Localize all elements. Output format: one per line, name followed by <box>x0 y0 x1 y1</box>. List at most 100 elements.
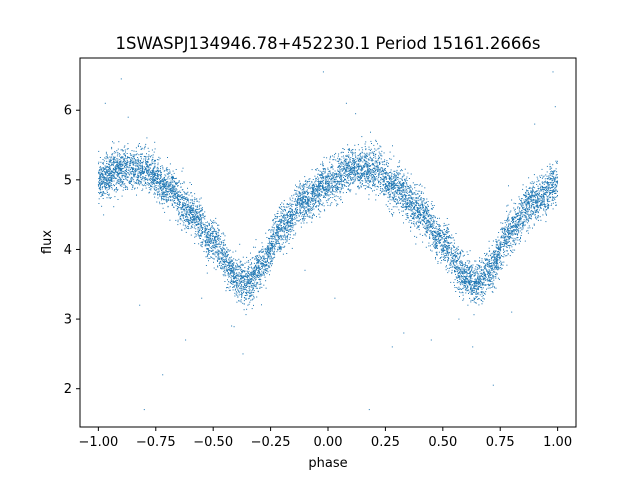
data-point <box>345 174 347 175</box>
data-point <box>390 182 392 184</box>
data-point <box>187 187 188 189</box>
data-point <box>230 272 232 274</box>
data-point <box>264 266 266 268</box>
data-point <box>543 201 545 203</box>
data-point <box>495 272 497 274</box>
data-point <box>412 199 414 201</box>
data-point <box>130 157 132 159</box>
data-point <box>306 189 308 191</box>
data-point <box>174 188 176 190</box>
data-point <box>347 149 349 150</box>
data-point <box>140 170 142 172</box>
data-point <box>361 147 363 149</box>
data-point <box>508 240 510 242</box>
data-point <box>475 296 477 298</box>
data-point <box>344 159 346 161</box>
data-point <box>465 272 467 273</box>
data-point <box>373 182 375 184</box>
data-point <box>326 188 328 190</box>
data-point <box>301 205 303 207</box>
data-point <box>189 182 191 184</box>
data-point <box>235 280 237 282</box>
data-point <box>212 253 214 255</box>
data-point <box>434 217 436 219</box>
data-point <box>488 240 490 242</box>
data-point <box>170 182 172 184</box>
data-point <box>450 251 452 253</box>
data-point <box>319 199 321 200</box>
data-point <box>324 193 326 195</box>
data-point <box>162 193 164 195</box>
data-point <box>250 279 251 281</box>
data-point <box>552 182 554 184</box>
data-point <box>189 219 191 221</box>
data-point <box>464 273 466 274</box>
data-point <box>150 170 152 172</box>
data-point <box>542 187 544 189</box>
data-point <box>299 204 301 206</box>
data-point <box>533 181 535 183</box>
data-point <box>497 257 499 259</box>
data-point <box>411 222 413 224</box>
data-point <box>291 226 293 228</box>
data-point <box>148 154 150 156</box>
data-point <box>288 215 290 217</box>
data-point <box>436 228 438 230</box>
data-point <box>233 267 235 268</box>
data-point <box>158 159 160 161</box>
data-point <box>556 174 558 175</box>
data-point <box>480 275 482 276</box>
data-point <box>121 195 123 197</box>
data-point <box>316 194 318 196</box>
data-point <box>269 252 271 254</box>
data-point <box>251 299 253 301</box>
data-point <box>207 249 209 251</box>
data-point <box>361 136 363 138</box>
data-point <box>113 158 115 160</box>
data-point <box>303 217 305 219</box>
data-point <box>242 264 244 266</box>
data-point <box>301 206 303 208</box>
data-point <box>269 270 271 272</box>
data-point <box>435 237 437 238</box>
data-point <box>522 207 523 209</box>
data-point <box>129 153 131 154</box>
data-point <box>451 269 453 271</box>
data-point <box>138 166 140 168</box>
data-point <box>216 246 218 248</box>
data-point <box>235 273 237 275</box>
data-point <box>258 273 260 275</box>
data-point <box>545 213 547 215</box>
data-point <box>222 240 224 242</box>
data-point <box>218 224 220 226</box>
data-point <box>365 141 367 143</box>
data-point <box>543 187 544 189</box>
data-point <box>294 216 296 218</box>
data-point <box>346 165 348 167</box>
data-point <box>415 223 417 225</box>
data-point <box>472 274 474 275</box>
data-point <box>201 221 202 223</box>
data-point <box>543 208 545 210</box>
data-point <box>359 178 361 180</box>
data-point <box>364 171 366 173</box>
data-point <box>360 160 362 162</box>
data-point <box>217 235 219 237</box>
data-point <box>276 227 278 228</box>
data-point <box>387 200 389 202</box>
data-point <box>144 177 146 179</box>
data-point <box>548 186 550 188</box>
data-point <box>495 277 497 279</box>
data-point <box>508 238 510 240</box>
data-point <box>118 181 120 183</box>
data-point <box>176 209 178 211</box>
data-point <box>487 264 489 266</box>
data-point <box>335 180 337 182</box>
data-point <box>497 266 499 267</box>
data-point <box>311 199 313 201</box>
data-point <box>145 160 146 162</box>
data-point <box>534 191 536 193</box>
data-point <box>210 226 212 228</box>
data-point <box>325 190 327 192</box>
data-point <box>212 231 214 233</box>
